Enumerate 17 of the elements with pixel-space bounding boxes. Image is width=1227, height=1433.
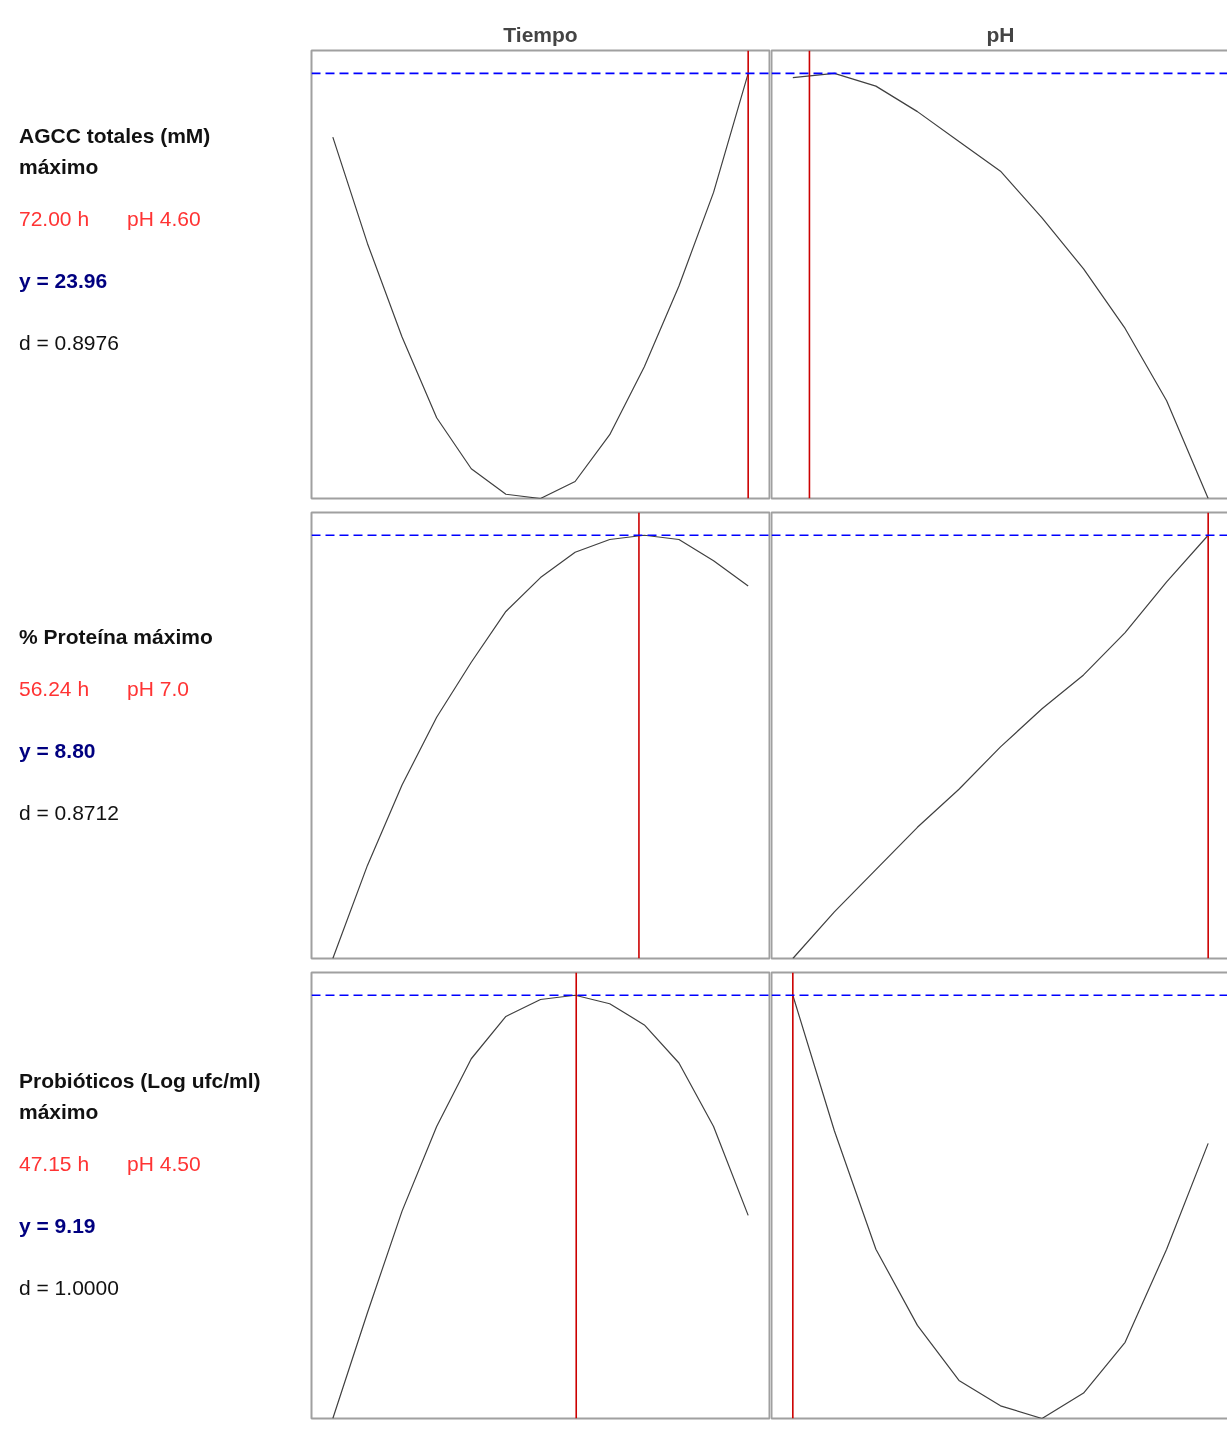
text: d = 1.0000: [19, 1275, 120, 1301]
text: y = 9.19: [19, 1213, 97, 1239]
text: pH 4.60: [127, 207, 201, 230]
y-axis-title: Probióticos (Log ufc/ml) máximo: [19, 1068, 261, 1125]
chart-title: Tiempo: [503, 22, 578, 46]
text: 56.24 h: [19, 676, 90, 700]
y-axis-title: % Proteína máximo: [19, 623, 214, 650]
text: d = 0.8712: [19, 799, 120, 826]
text: d = 0.8976: [19, 330, 120, 356]
text: y = 8.80: [19, 737, 97, 764]
chart-title: pH: [986, 22, 1015, 46]
text: 47.15 h: [19, 1152, 90, 1175]
text: 72.00 h: [19, 207, 90, 230]
y-axis-title: AGCC totales (mM) máximo: [19, 123, 212, 180]
text: y = 23.96: [19, 268, 109, 294]
text: pH 4.50: [127, 1152, 201, 1175]
text: pH 7.0: [127, 676, 189, 700]
